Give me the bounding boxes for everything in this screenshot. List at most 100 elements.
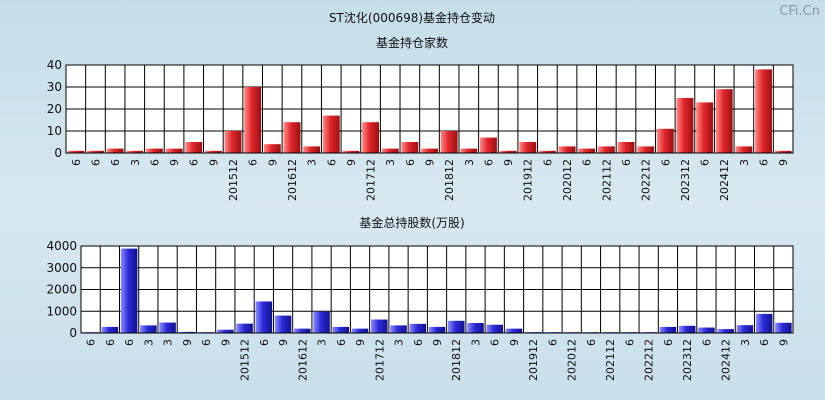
x-tick-label: 6 xyxy=(123,339,136,346)
x-tick-label: 3 xyxy=(393,339,406,346)
x-tick-label: 3 xyxy=(739,339,752,346)
x-tick-label: 9 xyxy=(181,339,194,346)
x-tick-label: 201912 xyxy=(522,159,535,201)
x-tick-label: 3 xyxy=(738,159,751,166)
bar xyxy=(460,148,478,153)
x-tick-label: 6 xyxy=(758,339,771,346)
bar xyxy=(236,323,253,333)
x-tick-label: 9 xyxy=(354,339,367,346)
y-tick-label: 0 xyxy=(69,326,77,340)
x-tick-label: 6 xyxy=(85,339,98,346)
bar xyxy=(204,150,222,153)
bar xyxy=(698,327,715,333)
y-tick-label: 40 xyxy=(47,58,62,72)
bar xyxy=(313,311,330,333)
x-tick-label: 201712 xyxy=(373,339,386,381)
x-tick-label: 6 xyxy=(247,159,260,166)
bar xyxy=(342,150,360,153)
bar xyxy=(303,146,321,153)
x-tick-label: 3 xyxy=(306,159,319,166)
bar xyxy=(283,122,301,153)
bar xyxy=(755,313,773,333)
x-tick-label: 9 xyxy=(345,159,358,166)
bar xyxy=(499,150,517,153)
x-tick-label: 6 xyxy=(104,339,117,346)
x-tick-label: 202212 xyxy=(643,339,656,381)
x-tick-label: 201912 xyxy=(527,339,540,381)
bar xyxy=(101,326,119,333)
plot-border xyxy=(65,64,794,154)
bar xyxy=(106,148,124,153)
bar xyxy=(370,319,388,333)
x-tick-label: 6 xyxy=(489,339,502,346)
bar xyxy=(244,87,262,153)
bar xyxy=(505,328,523,333)
bar xyxy=(479,137,497,153)
x-tick-label: 6 xyxy=(148,159,161,166)
watermark: CFi.Cn xyxy=(779,4,820,19)
y-tick-label: 10 xyxy=(47,124,62,138)
bar xyxy=(263,144,281,153)
y-tick-label: 1000 xyxy=(46,304,77,318)
bar xyxy=(578,148,596,153)
x-tick-label: 202112 xyxy=(600,159,613,201)
x-tick-label: 9 xyxy=(777,159,790,166)
bar xyxy=(717,329,734,333)
x-tick-label: 3 xyxy=(142,339,155,346)
x-tick-label: 6 xyxy=(109,159,122,166)
y-tick-label: 20 xyxy=(47,102,62,116)
x-tick-label: 202312 xyxy=(679,159,692,201)
x-tick-label: 9 xyxy=(508,339,521,346)
bar xyxy=(421,148,438,153)
x-tick-label: 201712 xyxy=(365,159,378,201)
x-tick-label: 9 xyxy=(431,339,444,346)
bar xyxy=(159,322,176,333)
bar xyxy=(390,325,407,333)
bar xyxy=(519,142,537,153)
x-tick-label: 6 xyxy=(188,159,201,166)
x-tick-label: 6 xyxy=(585,339,598,346)
bar xyxy=(447,320,465,333)
x-tick-label: 9 xyxy=(502,159,515,166)
x-tick-label: 9 xyxy=(207,159,220,166)
bar xyxy=(774,150,792,153)
x-tick-label: 6 xyxy=(89,159,102,166)
bar xyxy=(440,131,458,153)
x-tick-label: 6 xyxy=(404,159,417,166)
bar xyxy=(274,315,292,333)
bar xyxy=(332,326,350,333)
x-tick-label: 6 xyxy=(335,339,348,346)
bar xyxy=(255,301,273,333)
bar xyxy=(735,146,753,153)
bar xyxy=(538,150,556,153)
bar xyxy=(676,98,694,153)
x-tick-label: 6 xyxy=(541,159,554,166)
x-tick-label: 6 xyxy=(325,159,338,166)
bar xyxy=(775,322,792,333)
bar xyxy=(224,131,242,153)
bar xyxy=(736,325,754,333)
bar xyxy=(120,248,138,333)
bar xyxy=(637,146,655,153)
bar xyxy=(401,142,419,153)
bar xyxy=(467,322,484,333)
bar xyxy=(362,122,380,153)
bar xyxy=(558,146,576,153)
bar xyxy=(715,89,733,153)
x-tick-label: 9 xyxy=(266,159,279,166)
x-tick-label: 3 xyxy=(129,159,142,166)
bar xyxy=(696,102,714,153)
bar xyxy=(409,323,427,333)
page-title: ST沈化(000698)基金持仓变动 xyxy=(329,10,495,25)
bar xyxy=(165,148,183,153)
bar xyxy=(217,329,234,333)
bar xyxy=(185,142,203,153)
x-tick-label: 6 xyxy=(700,339,713,346)
x-tick-label: 201512 xyxy=(227,159,240,201)
bar xyxy=(140,325,157,333)
x-tick-label: 3 xyxy=(384,159,397,166)
chart-title: 基金持仓家数 xyxy=(376,35,448,50)
x-tick-label: 6 xyxy=(659,159,672,166)
